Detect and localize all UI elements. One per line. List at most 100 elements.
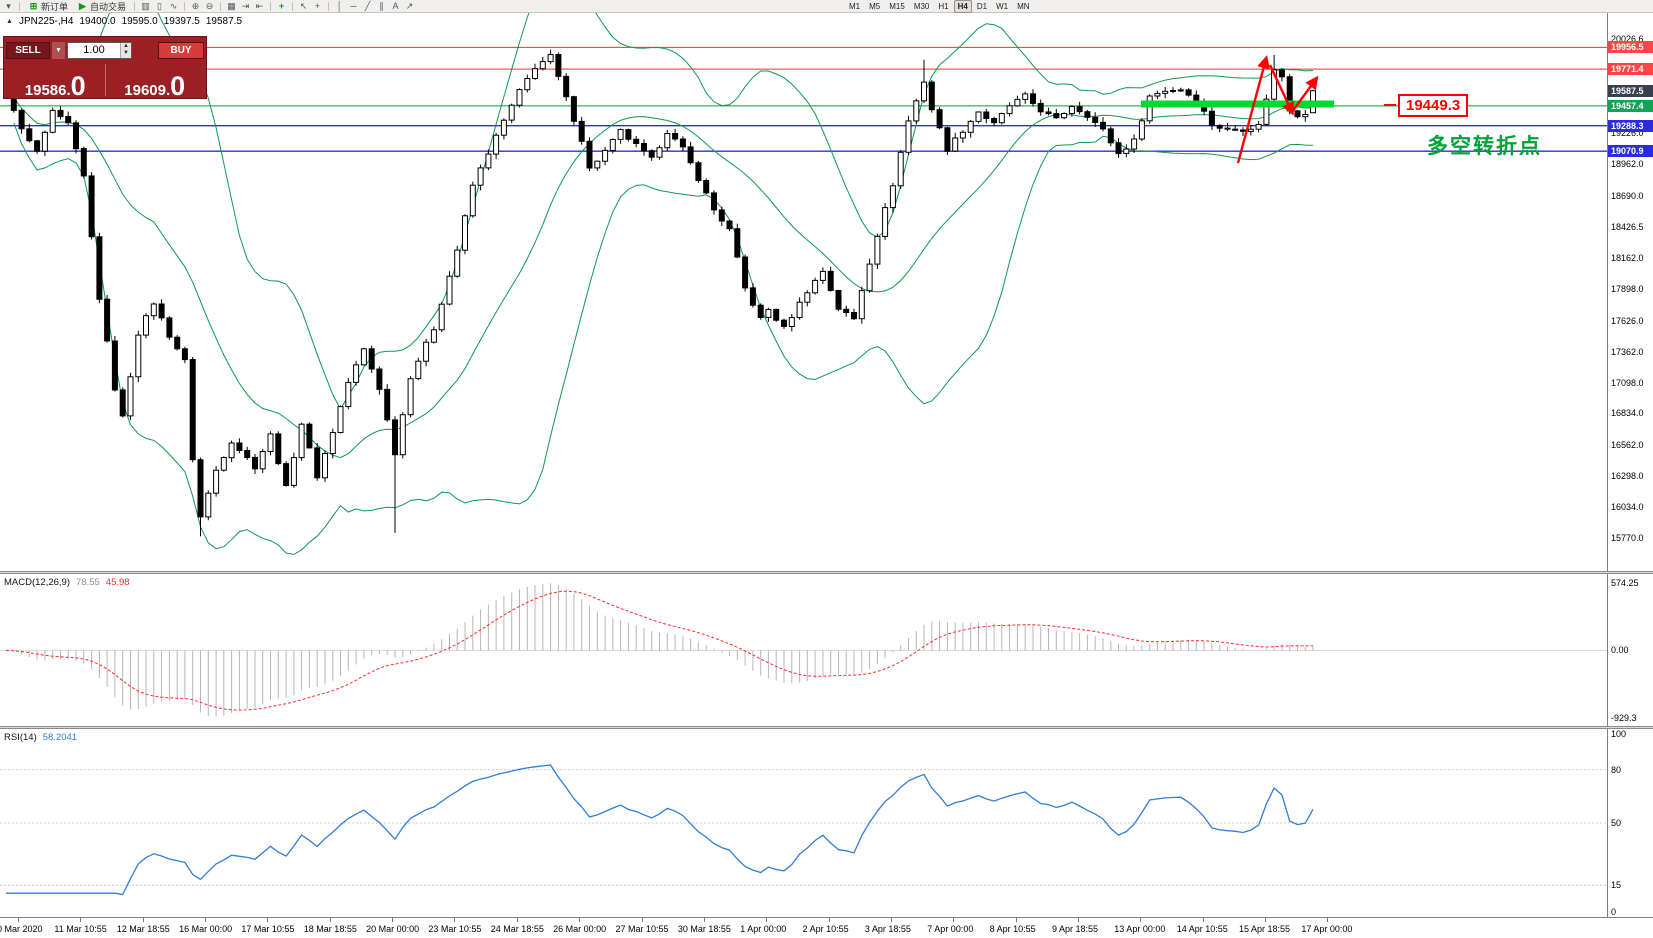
time-label: 18 Mar 18:55 — [303, 924, 357, 934]
price-axis[interactable]: 20026.6 19226.0 18962.0 18690.0 18426.5 18162… — [1607, 13, 1653, 571]
cursor-icon[interactable]: ↖ — [299, 1, 308, 11]
macd-panel[interactable] — [0, 574, 1607, 726]
toolbar-separator — [134, 1, 136, 11]
new-order-button[interactable]: ⊞ 新订单 — [25, 0, 71, 12]
timeframe-button-h4[interactable]: H4 — [953, 0, 972, 13]
trend-annotations — [1141, 55, 1334, 164]
price-callout[interactable]: 19449.3 — [1398, 94, 1469, 117]
time-tick — [953, 918, 955, 922]
rsi-value: 58.2041 — [42, 732, 78, 743]
time-label: 11 Mar 10:55 — [54, 924, 107, 934]
auto-scroll-icon[interactable]: ⇥ — [241, 1, 250, 11]
price-tick: 16834.0 — [1611, 408, 1644, 419]
time-label: 9 Apr 18:55 — [1052, 924, 1099, 934]
horizontal-line-icon[interactable]: ─ — [350, 1, 357, 11]
timeframe-button-h1[interactable]: H1 — [938, 1, 949, 11]
toolbar-separator — [270, 1, 272, 11]
price-tick: 17626.0 — [1611, 315, 1644, 326]
rsi-scale-label: 50 — [1611, 818, 1622, 828]
chart-shift-icon[interactable]: ⇤ — [255, 1, 264, 11]
order-type-dropdown[interactable]: ▼ — [52, 41, 65, 59]
toolbar-separator — [292, 1, 294, 11]
sell-price-main: 19586 — [24, 82, 67, 99]
time-tick — [454, 918, 456, 922]
timeframe-button-m5[interactable]: M5 — [869, 1, 881, 11]
chart-ohlc-info: ▲ JPN225-,H4 19400.0 19595.0 19397.5 195… — [6, 16, 242, 27]
rsi-panel[interactable] — [0, 729, 1607, 917]
chart-type-dropdown-icon[interactable]: ▾ — [6, 1, 11, 11]
time-label: 27 Mar 10:55 — [615, 924, 669, 934]
time-tick — [516, 918, 518, 922]
price-tick: 18962.0 — [1611, 159, 1644, 169]
crosshair-icon[interactable]: + — [314, 1, 321, 11]
arrows-tool-icon[interactable]: ↗ — [405, 1, 414, 11]
sell-button[interactable]: SELL — [6, 41, 50, 59]
time-axis[interactable]: 10 Mar 2020 11 Mar 10:55 12 Mar 18:55 16 Ma… — [0, 917, 1653, 938]
macd-axis[interactable]: 574.25 0.00 -929.3 — [1607, 574, 1653, 726]
time-label: 12 Mar 18:55 — [116, 924, 170, 934]
new-order-icon: ⊞ — [29, 1, 38, 11]
text-tool-icon[interactable]: A — [392, 1, 399, 11]
macd-scale-top: 574.25 — [1611, 578, 1639, 588]
price-tick: 15770.0 — [1611, 533, 1644, 544]
price-badge: 19956.5 — [1608, 41, 1653, 54]
price-tick: 18162.0 — [1611, 252, 1644, 263]
vertical-line-icon[interactable]: │ — [336, 1, 343, 11]
timeframe-button-w1[interactable]: W1 — [996, 1, 1009, 11]
auto-trading-button[interactable]: ▶ 自动交易 — [74, 0, 129, 12]
time-label: 17 Mar 10:55 — [241, 924, 295, 934]
channel-icon[interactable]: ∥ — [379, 1, 384, 11]
timeframe-button-m30[interactable]: M30 — [913, 1, 930, 11]
toolbar: ▾ ⊞ 新订单 ▶ 自动交易 ▥ ▯ ∿ ⊕ ⊖ ▦ ⇥ ⇤ + ↖ + │ ─… — [0, 0, 1653, 13]
rsi-scale-label: 15 — [1611, 880, 1622, 891]
time-label: 30 Mar 18:55 — [677, 924, 731, 934]
sell-price[interactable]: 19586. 0 — [8, 73, 103, 100]
candlestick-chart-icon[interactable]: ▯ — [157, 1, 162, 11]
time-label: 14 Apr 10:55 — [1176, 924, 1228, 934]
rsi-scale-label: 0 — [1611, 907, 1617, 917]
price-badge: 19288.3 — [1608, 119, 1653, 132]
panel-separator[interactable] — [0, 571, 1653, 574]
time-label: 15 Apr 18:55 — [1239, 924, 1291, 934]
timeframe-button-m1[interactable]: M1 — [849, 1, 861, 11]
time-tick — [1015, 918, 1017, 922]
time-tick — [80, 918, 82, 922]
zoom-out-icon[interactable]: ⊖ — [205, 1, 214, 11]
tile-windows-icon[interactable]: ▦ — [227, 1, 236, 11]
price-tick: 16034.0 — [1611, 502, 1644, 513]
indicators-icon[interactable]: + — [278, 1, 285, 11]
macd-scale-zero: 0.00 — [1611, 645, 1629, 656]
time-label: 8 Apr 10:55 — [989, 924, 1036, 934]
time-label: 26 Mar 00:00 — [553, 924, 607, 934]
timeframe-button-m15[interactable]: M15 — [889, 1, 905, 11]
level-lines — [0, 46, 1607, 152]
rsi-line — [6, 764, 1314, 896]
volume-up-button[interactable]: ▲ — [120, 42, 131, 50]
time-tick — [890, 918, 892, 922]
time-label: 3 Apr 18:55 — [864, 924, 911, 934]
buy-button[interactable]: BUY — [158, 41, 204, 59]
macd-signal-line — [5, 590, 1313, 711]
open-value: 19400.0 — [79, 16, 116, 27]
volume-input[interactable] — [68, 42, 120, 58]
candles — [3, 49, 1316, 537]
zoom-in-icon[interactable]: ⊕ — [191, 1, 200, 11]
timeframe-button-d1[interactable]: D1 — [976, 1, 988, 11]
price-tick: 17898.0 — [1611, 283, 1644, 294]
main-chart[interactable] — [0, 13, 1607, 571]
time-tick — [329, 918, 331, 922]
volume-down-button[interactable]: ▼ — [120, 50, 131, 58]
rsi-axis[interactable]: 100 80 50 15 0 — [1607, 729, 1653, 917]
line-chart-icon[interactable]: ∿ — [169, 1, 178, 11]
buy-price[interactable]: 19609. 0 — [108, 73, 203, 100]
time-tick — [1202, 918, 1204, 922]
time-label: 24 Mar 18:55 — [490, 924, 544, 934]
trendline-icon[interactable]: ╱ — [364, 1, 371, 11]
time-tick — [1078, 918, 1079, 922]
time-tick — [18, 918, 19, 922]
timeframe-toolbar: M1 M5 M15 M30 H1 H4 D1 W1 MN — [845, 0, 1034, 13]
timeframe-button-mn[interactable]: MN — [1017, 1, 1030, 11]
bar-chart-icon[interactable]: ▥ — [141, 1, 150, 11]
panel-separator[interactable] — [0, 726, 1653, 729]
